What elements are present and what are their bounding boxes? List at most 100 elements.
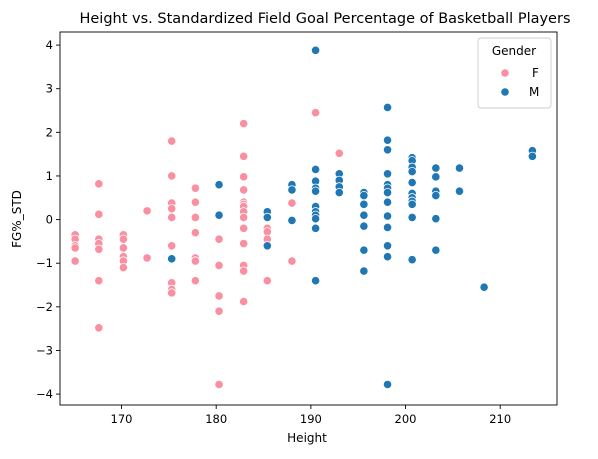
data-point-f — [142, 206, 152, 216]
data-point-f — [94, 209, 104, 219]
data-point-f — [214, 234, 224, 244]
data-point-m — [382, 135, 393, 145]
data-point-m — [167, 254, 177, 264]
data-point-m — [214, 180, 224, 190]
data-point-m — [454, 186, 465, 196]
data-point-m — [310, 223, 321, 233]
chart-title: Height vs. Standardized Field Goal Perce… — [79, 11, 570, 27]
data-point-f — [167, 136, 177, 146]
legend-label-f: F — [532, 66, 539, 80]
data-point-m — [382, 252, 393, 262]
legend: Gender F M — [477, 37, 552, 109]
data-point-f — [70, 256, 80, 266]
x-tick-label: 200 — [395, 412, 417, 426]
data-point-m — [310, 276, 321, 286]
data-point-m — [287, 215, 297, 226]
data-point-f — [190, 197, 200, 207]
data-point-f — [262, 276, 272, 286]
data-point-f — [287, 198, 297, 208]
data-point-m — [382, 222, 393, 233]
data-point-f — [167, 288, 177, 298]
data-point-m — [407, 212, 417, 223]
data-point-f — [142, 253, 152, 263]
x-axis: 170 180 190 200 210 — [111, 405, 511, 426]
data-point-f — [214, 379, 224, 390]
data-point-m — [382, 187, 393, 198]
data-point-m — [310, 214, 321, 224]
y-axis: −4 −3 −2 −1 0 1 2 3 4 — [36, 38, 60, 401]
data-point-f — [239, 212, 249, 223]
x-tick-label: 170 — [111, 412, 133, 426]
x-axis-label: Height — [287, 431, 327, 445]
data-point-f — [190, 212, 200, 223]
data-point-m — [431, 190, 441, 201]
data-point-m — [359, 266, 369, 276]
data-point-f — [334, 148, 344, 158]
data-point-m — [359, 210, 369, 220]
data-point-m — [359, 190, 369, 201]
data-point-m — [479, 282, 489, 292]
data-point-f — [94, 276, 104, 286]
data-point-m — [382, 379, 393, 390]
data-point-m — [359, 199, 369, 209]
data-point-f — [190, 256, 200, 266]
data-point-m — [527, 151, 537, 161]
data-point-f — [118, 262, 129, 273]
data-point-f — [190, 276, 200, 286]
legend-box — [477, 37, 552, 109]
data-point-f — [239, 223, 249, 233]
data-point-f — [94, 244, 104, 254]
data-point-f — [239, 119, 249, 129]
data-point-m — [382, 197, 393, 207]
data-point-f — [167, 241, 177, 251]
data-point-f — [239, 297, 249, 307]
data-point-m — [407, 199, 417, 209]
legend-label-m: M — [529, 85, 539, 99]
y-tick-label: 4 — [46, 38, 53, 52]
data-point-f — [167, 212, 177, 223]
data-point-f — [239, 172, 249, 182]
data-point-m — [382, 145, 393, 155]
data-point-m — [359, 245, 369, 255]
legend-title: Gender — [492, 44, 536, 58]
data-point-m — [262, 241, 272, 251]
data-point-f — [239, 238, 249, 249]
y-tick-label: −4 — [36, 387, 53, 401]
data-point-m — [310, 164, 321, 175]
x-tick-label: 210 — [489, 412, 511, 426]
data-point-m — [214, 210, 224, 220]
data-point-f — [287, 256, 297, 266]
y-axis-label: FG%_STD — [10, 190, 24, 248]
data-point-m — [287, 185, 297, 195]
data-point-m — [431, 163, 441, 173]
data-point-m — [310, 45, 321, 55]
data-point-f — [214, 291, 224, 301]
data-point-m — [431, 245, 441, 255]
data-point-f — [70, 243, 80, 253]
plot-frame — [59, 31, 558, 406]
points-layer — [70, 45, 537, 390]
data-point-f — [94, 179, 104, 189]
data-point-m — [382, 211, 393, 221]
data-point-f — [239, 151, 249, 161]
data-point-m — [310, 186, 321, 196]
y-tick-label: −3 — [36, 343, 53, 357]
legend-marker-m — [500, 87, 510, 97]
legend-marker-f — [500, 68, 510, 78]
data-point-m — [431, 172, 441, 182]
data-point-m — [454, 163, 465, 173]
x-tick-label: 180 — [205, 412, 227, 426]
data-point-m — [407, 255, 417, 265]
data-point-m — [359, 221, 369, 231]
y-tick-label: 0 — [46, 213, 53, 227]
y-tick-label: −1 — [36, 256, 53, 270]
data-point-m — [382, 169, 393, 179]
data-point-f — [118, 234, 129, 244]
data-point-f — [214, 260, 224, 270]
data-point-f — [190, 228, 200, 238]
data-point-f — [214, 306, 224, 316]
y-tick-label: −2 — [36, 300, 53, 314]
data-point-f — [167, 171, 177, 181]
